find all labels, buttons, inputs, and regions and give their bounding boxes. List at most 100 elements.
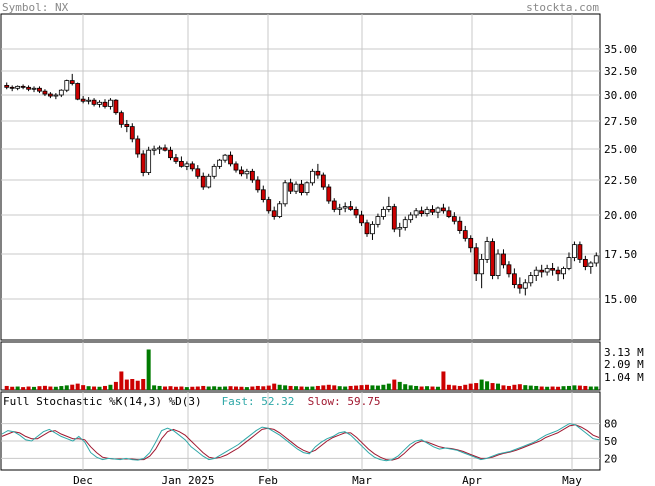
candle-body xyxy=(20,85,26,88)
volume-bar xyxy=(354,385,359,390)
volume-bar xyxy=(130,379,135,390)
volume-bar xyxy=(408,385,413,390)
candle-body xyxy=(582,258,588,267)
candle-body xyxy=(135,138,141,155)
candle-body xyxy=(310,170,315,184)
candle-body xyxy=(15,85,21,89)
volume-bar xyxy=(250,386,255,390)
candle-body xyxy=(162,147,168,151)
volume-bar xyxy=(113,381,118,390)
candle-body xyxy=(424,208,430,214)
volume-bar xyxy=(277,384,282,390)
volume-bar xyxy=(365,384,370,390)
candle-body xyxy=(244,170,250,175)
volume-bar xyxy=(397,381,402,390)
candle-body xyxy=(102,101,108,107)
volume-bar xyxy=(75,383,80,390)
candle-body xyxy=(495,253,501,277)
volume-bar xyxy=(195,386,200,390)
stoch-fast-line xyxy=(1,423,600,462)
candle-body xyxy=(544,267,550,273)
stoch-tick-label: 20 xyxy=(604,452,617,465)
volume-bar xyxy=(190,386,195,390)
volume-bar xyxy=(572,385,577,390)
candle-body xyxy=(517,284,523,289)
grid-lines xyxy=(1,14,600,470)
volume-bar xyxy=(64,385,69,390)
stochastic-lines xyxy=(1,423,600,462)
volume-bar xyxy=(135,380,140,390)
candle-body xyxy=(408,214,414,221)
candle-body xyxy=(320,174,326,188)
candle-body xyxy=(233,163,239,171)
volume-bar xyxy=(332,385,337,390)
volume-panel xyxy=(0,341,601,391)
candle-body xyxy=(211,165,217,177)
candle-body xyxy=(397,227,403,230)
volume-bar xyxy=(152,385,157,390)
volume-bar xyxy=(479,379,484,390)
price-tick-label: 20.00 xyxy=(604,209,637,222)
volume-bar xyxy=(315,385,320,390)
candle-body xyxy=(277,203,283,217)
volume-bar xyxy=(425,386,430,390)
volume-bar xyxy=(490,383,495,390)
volume-bar xyxy=(512,384,517,390)
candle-body xyxy=(206,175,212,188)
volume-bar xyxy=(452,385,457,390)
time-tick-label: Mar xyxy=(352,474,372,486)
stoch-tick-label: 80 xyxy=(604,418,617,431)
candle-body xyxy=(255,179,261,191)
symbol-label: Symbol: NX xyxy=(2,1,69,14)
volume-bar xyxy=(184,387,189,390)
volume-bar xyxy=(441,371,446,390)
time-tick-label: May xyxy=(562,474,582,486)
volume-bar xyxy=(457,385,462,390)
volume-bar xyxy=(588,386,593,390)
candle-body xyxy=(413,210,419,216)
time-tick-label: Jan 2025 xyxy=(162,474,215,486)
volume-bar xyxy=(299,386,304,390)
volume-bar xyxy=(179,386,184,390)
volume-bar xyxy=(337,386,342,390)
price-tick-label: 25.00 xyxy=(604,143,637,156)
candle-body xyxy=(282,182,288,205)
stochastic-panel xyxy=(0,391,601,471)
volume-bar xyxy=(539,386,544,390)
volume-bar xyxy=(21,387,26,390)
candle-body xyxy=(47,93,53,97)
volume-bars xyxy=(4,349,599,390)
candle-body xyxy=(80,98,86,102)
time-tick-label: Dec xyxy=(73,474,93,486)
volume-bar xyxy=(359,385,364,390)
candle-body xyxy=(364,222,370,235)
volume-bar xyxy=(206,386,211,390)
candle-body xyxy=(402,219,408,228)
candle-body xyxy=(146,149,152,173)
volume-bar xyxy=(163,386,168,390)
candle-body xyxy=(419,210,424,215)
candle-body xyxy=(53,94,59,97)
candle-body xyxy=(168,149,173,159)
candle-body xyxy=(370,223,375,235)
volume-bar xyxy=(157,385,162,390)
volume-bar xyxy=(26,386,31,390)
volume-bar xyxy=(70,384,75,390)
candle-body xyxy=(555,269,561,275)
candle-body xyxy=(189,163,195,170)
volume-bar xyxy=(294,386,299,390)
candle-body xyxy=(58,89,64,96)
price-tick-label: 30.00 xyxy=(604,89,637,102)
volume-bar xyxy=(370,385,375,390)
volume-bar xyxy=(217,386,222,390)
candle-body xyxy=(173,157,179,162)
volume-bar xyxy=(59,386,64,390)
candle-body xyxy=(184,163,190,167)
candle-body xyxy=(441,207,446,212)
candle-body xyxy=(239,169,244,175)
candle-body xyxy=(566,257,572,269)
candle-body xyxy=(359,214,364,224)
volume-bar xyxy=(501,385,506,390)
candle-body xyxy=(348,206,354,210)
